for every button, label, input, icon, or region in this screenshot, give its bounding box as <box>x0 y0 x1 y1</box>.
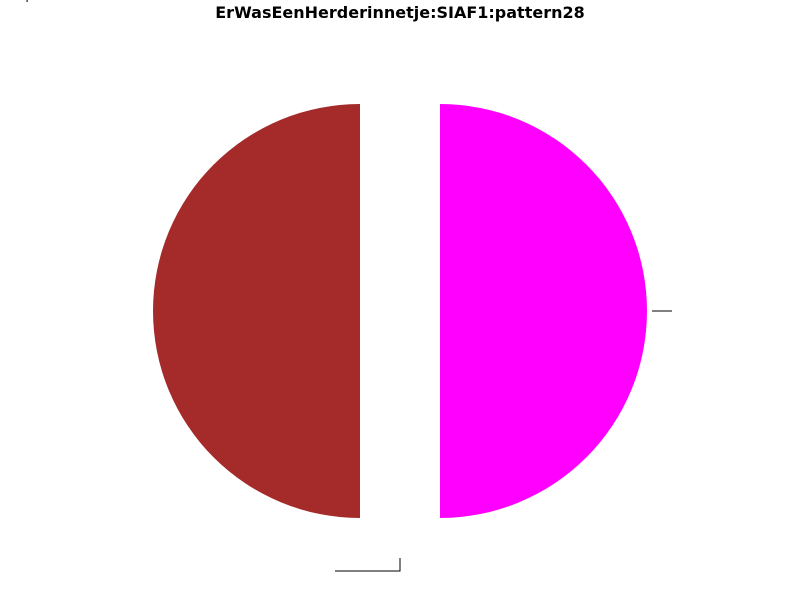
pie-slice-transposed7 <box>440 104 647 518</box>
pie-slice-transposed5 <box>153 104 360 518</box>
leader-line-empty <box>335 558 400 571</box>
slice-label-transposed7: transposed7 <box>0 0 62 3</box>
